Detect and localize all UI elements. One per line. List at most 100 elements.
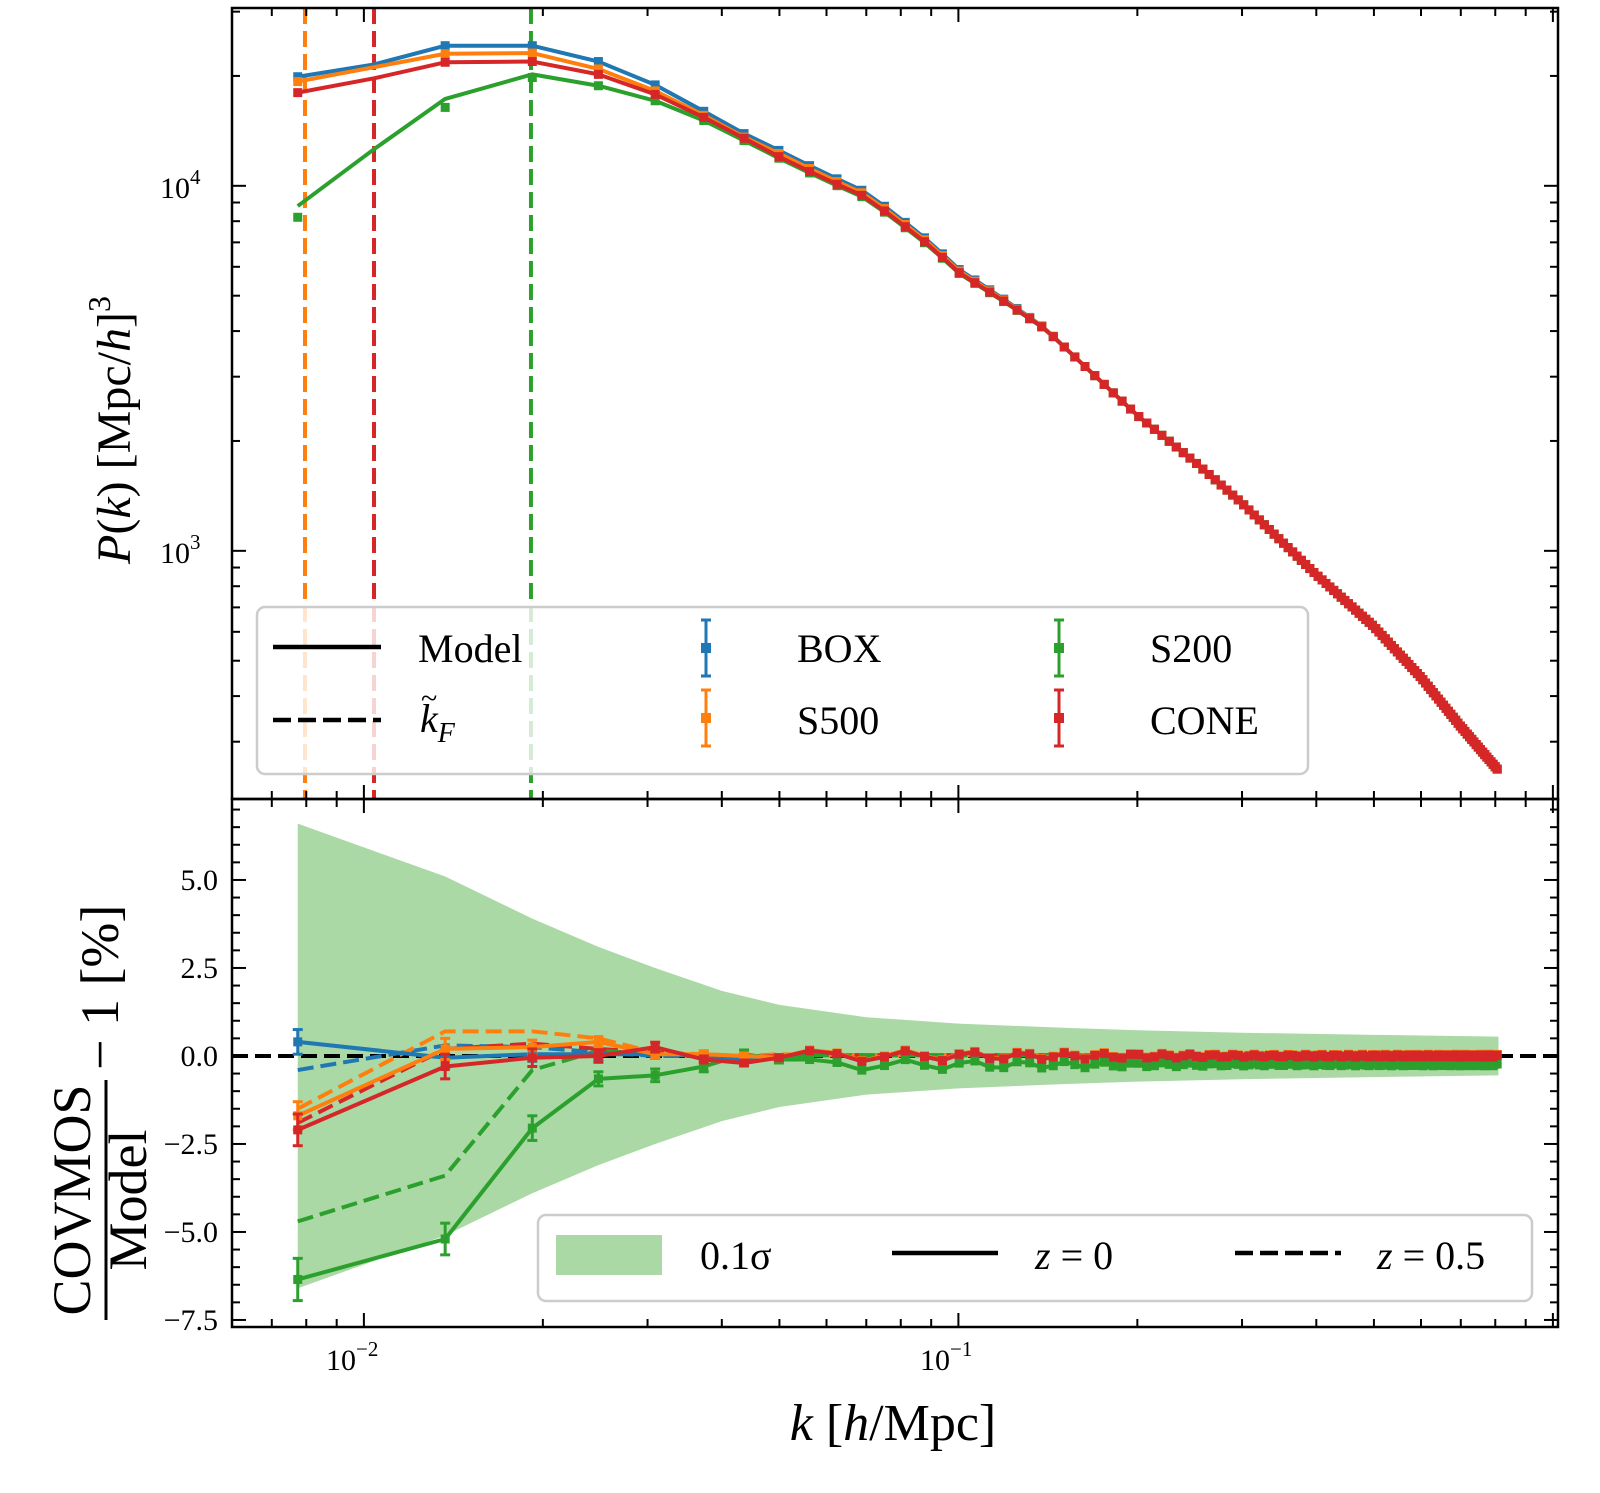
bottom-ylabel-rest: − 1 [%] [70,905,130,1070]
data-point-box [650,80,660,90]
data-point-cone [1059,342,1069,352]
data-point-cone [1070,352,1080,362]
data-point-cone [1080,361,1090,371]
data-point-cone [1279,538,1289,548]
residual-point-cone [739,1058,749,1068]
top-ytick-label-1e4: 104 [160,165,201,205]
bottom-ytick-label: 2.5 [181,952,219,985]
residual-point-cone [1254,1051,1264,1061]
residual-point-s200 [1198,1061,1208,1071]
data-point-cone [1492,764,1502,774]
data-point-cone [937,252,947,262]
residual-point-s200 [1259,1061,1269,1071]
residual-point-s200 [1117,1062,1127,1072]
bottom-legend: 0.1σ z = 0 z = 0.5 [536,1213,1534,1303]
residual-point-cone [1492,1050,1502,1060]
residual-point-cone [527,1053,537,1063]
data-point-cone [1222,485,1232,495]
data-point-s200 [440,102,450,112]
residual-point-s500 [593,1037,603,1047]
residual-point-s200 [999,1063,1009,1073]
data-point-cone [699,112,709,122]
residual-point-cone [593,1051,603,1061]
residual-point-cone [1228,1050,1238,1060]
residual-point-cone [1198,1052,1208,1062]
residual-point-s200 [1274,1060,1284,1070]
residual-point-cone [832,1049,842,1059]
top-legend-frame [255,605,1310,776]
residual-point-s200 [1070,1060,1080,1070]
residual-point-cone [1249,1050,1259,1060]
residual-point-cone [1037,1054,1047,1064]
residual-point-cone [805,1046,815,1056]
bottom-ytick-label: −2.5 [164,1128,218,1161]
residual-point-s200 [1012,1057,1022,1067]
residual-point-s200 [1204,1059,1214,1069]
residual-point-s200 [900,1055,910,1065]
residual-point-s200 [985,1062,995,1072]
residual-point-cone [1274,1052,1284,1062]
data-point-cone [1216,480,1226,490]
residual-point-s200 [1279,1060,1289,1070]
residual-point-s200 [1244,1060,1254,1070]
residual-point-s200 [593,1074,603,1084]
data-point-box [293,72,303,82]
residual-point-cone [1264,1051,1274,1061]
residual-point-s200 [1099,1057,1109,1067]
data-point-cone [1185,453,1195,463]
top-panel: Model kF ~ BOX S500 S200 CONE 104 103 P(… [81,6,1560,801]
legend-model-label: Model [418,626,522,671]
residual-point-s200 [1222,1061,1232,1071]
data-point-cone [1157,430,1167,440]
data-point-cone [805,166,815,176]
residual-point-s500 [440,1044,450,1054]
residual-point-cone [1178,1051,1188,1061]
residual-point-s200 [920,1060,930,1070]
data-point-cone [1108,388,1118,398]
data-point-cone [985,287,995,297]
data-point-cone [832,179,842,189]
residual-point-s200 [1059,1057,1069,1067]
residual-point-cone [1134,1049,1144,1059]
data-point-cone [527,57,537,67]
data-point-cone [440,57,450,67]
residual-point-s200 [1239,1061,1249,1071]
data-point-cone [1239,500,1249,510]
legend-s200-label: S200 [1150,626,1232,671]
residual-point-s200 [1264,1059,1274,1069]
residual-point-cone [1269,1050,1279,1060]
residual-point-cone [1204,1050,1214,1060]
residual-point-cone [920,1051,930,1061]
residual-point-s200 [1185,1058,1195,1068]
data-point-cone [900,222,910,232]
residual-point-cone [774,1053,784,1063]
legend-band-patch [556,1235,662,1275]
residual-point-s200 [1048,1061,1058,1071]
xtick-label-1e-2: 10−2 [326,1337,378,1377]
data-point-cone [970,278,980,288]
bottom-ylabel-denominator: Model [98,1130,158,1271]
data-point-cone [1192,458,1202,468]
data-point-cone [1178,448,1188,458]
residual-point-cone [1192,1051,1202,1061]
data-point-cone [1254,515,1264,525]
data-point-cone [1259,520,1269,530]
x-axis-title: k [h/Mpc] [790,1395,997,1452]
residual-point-cone [1239,1052,1249,1062]
residual-point-s200 [1142,1062,1152,1072]
residual-point-s200 [1080,1063,1090,1073]
residual-point-s200 [1492,1059,1502,1069]
residual-point-cone [954,1049,964,1059]
data-point-cone [1244,505,1254,515]
residual-point-cone [1025,1049,1035,1059]
bottom-ytick-labels: 5.0 2.5 0.0 −2.5 −5.0 −7.5 [164,864,218,1337]
residual-point-s200 [293,1274,303,1284]
legend-cone-label: CONE [1150,698,1259,743]
data-point-cone [1048,332,1058,342]
residual-point-cone [1117,1053,1127,1063]
residual-point-s200 [857,1065,867,1075]
data-point-cone [1233,495,1243,505]
data-point-cone [1012,305,1022,315]
residual-point-cone [1012,1048,1022,1058]
